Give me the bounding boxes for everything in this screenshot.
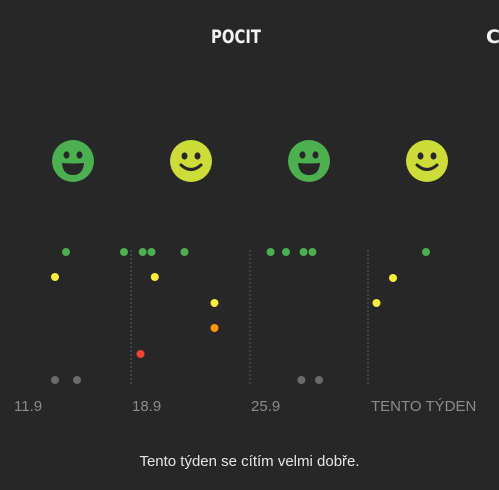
mood-summary-text: Tento týden se cítím velmi dobře.	[139, 453, 360, 470]
smile-face-icon	[170, 140, 212, 182]
mood-dot	[138, 248, 147, 256]
happy-face-icon	[52, 140, 94, 182]
mood-dot	[150, 273, 159, 281]
mood-dot	[210, 299, 219, 307]
week-label: 18.9	[132, 398, 162, 415]
mood-dot	[308, 248, 317, 256]
mood-dot	[73, 376, 81, 384]
mood-dot	[422, 248, 430, 256]
mood-dot	[51, 273, 59, 281]
mood-dot	[266, 248, 275, 256]
mood-dot	[297, 376, 306, 384]
mood-dot	[299, 248, 308, 256]
happy-face-icon	[288, 140, 330, 182]
week-label: 11.9	[14, 398, 43, 415]
mood-dot	[372, 299, 381, 307]
week-label: 25.9	[251, 398, 281, 415]
smile-face-icon	[406, 140, 448, 182]
mood-dot	[315, 376, 323, 384]
mood-dot	[147, 248, 156, 256]
mood-dot	[389, 274, 397, 282]
mood-dot	[51, 376, 59, 384]
mood-dot	[136, 350, 145, 358]
mood-dot-chart	[51, 248, 430, 386]
tab-next-partial[interactable]: C	[486, 26, 499, 48]
mood-dot	[282, 248, 290, 256]
week-label: TENTO TÝDEN	[371, 398, 477, 415]
mood-dot	[120, 248, 128, 256]
mood-dot	[180, 248, 189, 256]
tab-pocit-title[interactable]: POCIT	[211, 26, 261, 48]
mood-dot	[62, 248, 70, 256]
mood-dot	[210, 324, 219, 332]
